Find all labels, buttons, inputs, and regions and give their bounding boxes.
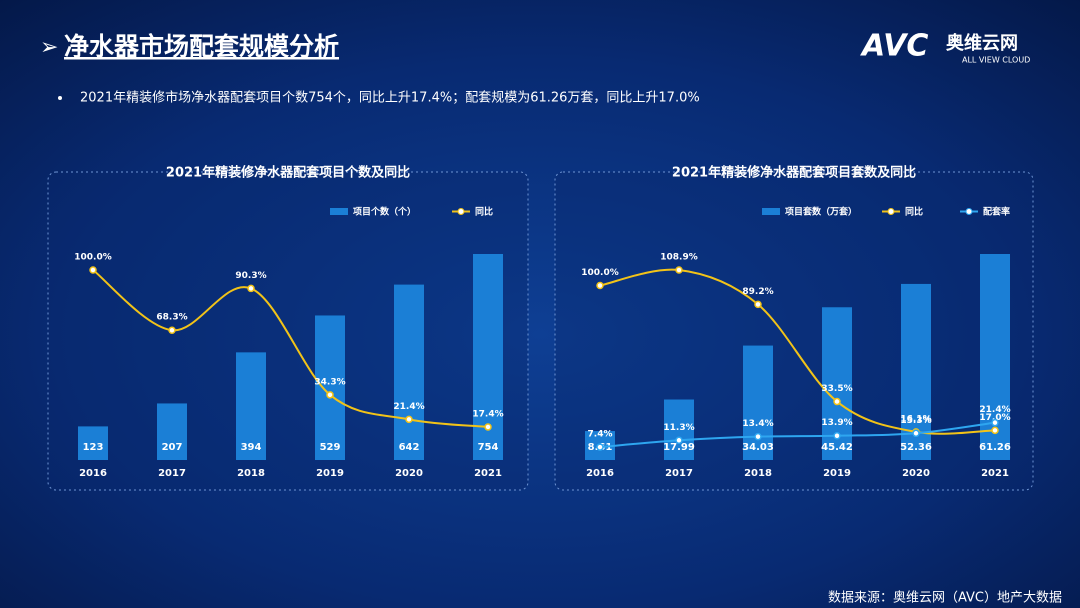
bar-value-label: 52.36	[900, 442, 932, 453]
bar-value-label: 34.03	[742, 442, 774, 453]
bar-value-label: 61.26	[979, 442, 1011, 453]
x-tick-label: 2021	[981, 468, 1009, 479]
bar	[394, 284, 424, 460]
bar	[315, 315, 345, 460]
legend-marker	[887, 208, 895, 215]
line-value-label: 15.3%	[900, 416, 931, 426]
bar-value-label: 17.99	[663, 442, 695, 453]
line-value-label: 21.4%	[979, 405, 1010, 415]
line-marker	[326, 391, 334, 399]
line-value-label: 7.4%	[588, 430, 613, 440]
x-tick-label: 2018	[744, 468, 772, 479]
legend-marker	[457, 208, 465, 215]
x-tick-label: 2020	[395, 468, 423, 479]
line-value-label: 100.0%	[74, 253, 112, 263]
legend-label: 项目个数（个）	[353, 206, 416, 218]
legend-label: 同比	[475, 206, 493, 218]
bar	[157, 403, 187, 460]
line-value-label: 11.3%	[663, 423, 694, 433]
line-value-label: 90.3%	[235, 271, 266, 281]
line-value-label: 34.3%	[314, 377, 345, 387]
chart-panel	[47, 171, 529, 491]
line-value-label: 68.3%	[156, 313, 187, 323]
logo-mark: AVC	[860, 29, 928, 64]
x-tick-label: 2016	[586, 468, 614, 479]
bar-value-label: 207	[162, 442, 183, 453]
source-note: 数据来源：奥维云网（AVC）地产大数据	[828, 591, 1062, 606]
line-marker	[596, 281, 604, 290]
legend-label: 同比	[905, 206, 923, 218]
line-marker	[168, 326, 176, 334]
bar-value-label: 123	[83, 442, 104, 453]
legend-marker	[965, 208, 973, 215]
line-value-label: 100.0%	[581, 268, 619, 278]
line-value-label: 108.9%	[660, 253, 698, 263]
line-value-label: 89.2%	[742, 287, 773, 297]
legend-swatch	[330, 208, 348, 215]
x-tick-label: 2019	[823, 468, 851, 479]
bullet-dot	[58, 96, 62, 100]
line-marker	[484, 423, 492, 431]
line-value-label: 17.0%	[979, 413, 1010, 423]
logo-name: 奥维云网	[946, 32, 1018, 54]
line-value-label: 16.1%	[900, 414, 931, 424]
line-marker	[405, 415, 413, 424]
chart-title: 2021年精装修净水器配套项目个数及同比	[166, 165, 410, 181]
line-marker	[991, 418, 999, 427]
legend-swatch	[762, 208, 780, 215]
x-tick-label: 2021	[474, 468, 502, 479]
line-value-label: 21.4%	[393, 402, 424, 412]
x-tick-label: 2017	[158, 468, 186, 479]
bar-value-label: 529	[320, 442, 341, 453]
line-value-label: 13.4%	[742, 419, 773, 429]
x-tick-label: 2016	[79, 468, 107, 479]
line-marker	[754, 432, 762, 441]
line-marker	[991, 426, 999, 435]
line-marker	[247, 284, 255, 293]
line-marker	[675, 436, 683, 445]
chart-title: 2021年精装修净水器配套项目套数及同比	[672, 165, 916, 181]
line-value-label: 13.9%	[821, 418, 852, 428]
bar-value-label: 394	[241, 442, 262, 453]
line-series	[599, 421, 996, 449]
x-tick-label: 2019	[316, 468, 344, 479]
chart-panel	[554, 171, 1034, 491]
x-tick-label: 2018	[237, 468, 265, 479]
bullet-text: 2021年精装修市场净水器配套项目个数754个，同比上升17.4%；配套规模为6…	[80, 90, 700, 106]
line-marker	[675, 266, 683, 274]
line-value-label: 17.4%	[472, 409, 503, 419]
legend-label: 项目套数（万套）	[785, 206, 857, 218]
bar	[236, 352, 266, 460]
line-value-label: 33.5%	[821, 384, 852, 394]
bar-value-label: 45.42	[821, 442, 853, 453]
legend-label: 配套率	[983, 206, 1010, 218]
line-marker	[833, 397, 841, 406]
x-tick-label: 2020	[902, 468, 930, 479]
bar-value-label: 754	[478, 442, 499, 453]
bar-value-label: 642	[399, 442, 420, 453]
line-marker	[89, 266, 97, 274]
line-marker	[754, 300, 762, 309]
line-marker	[833, 431, 841, 440]
bar	[78, 426, 108, 460]
x-tick-label: 2017	[665, 468, 693, 479]
line-marker	[912, 429, 920, 438]
line-marker	[596, 443, 604, 451]
bar	[664, 399, 694, 460]
bar	[743, 345, 773, 460]
slide-title: 净水器市场配套规模分析	[64, 32, 339, 61]
logo-tagline: ALL VIEW CLOUD	[962, 56, 1030, 65]
arrow-icon: ➢	[40, 35, 58, 60]
